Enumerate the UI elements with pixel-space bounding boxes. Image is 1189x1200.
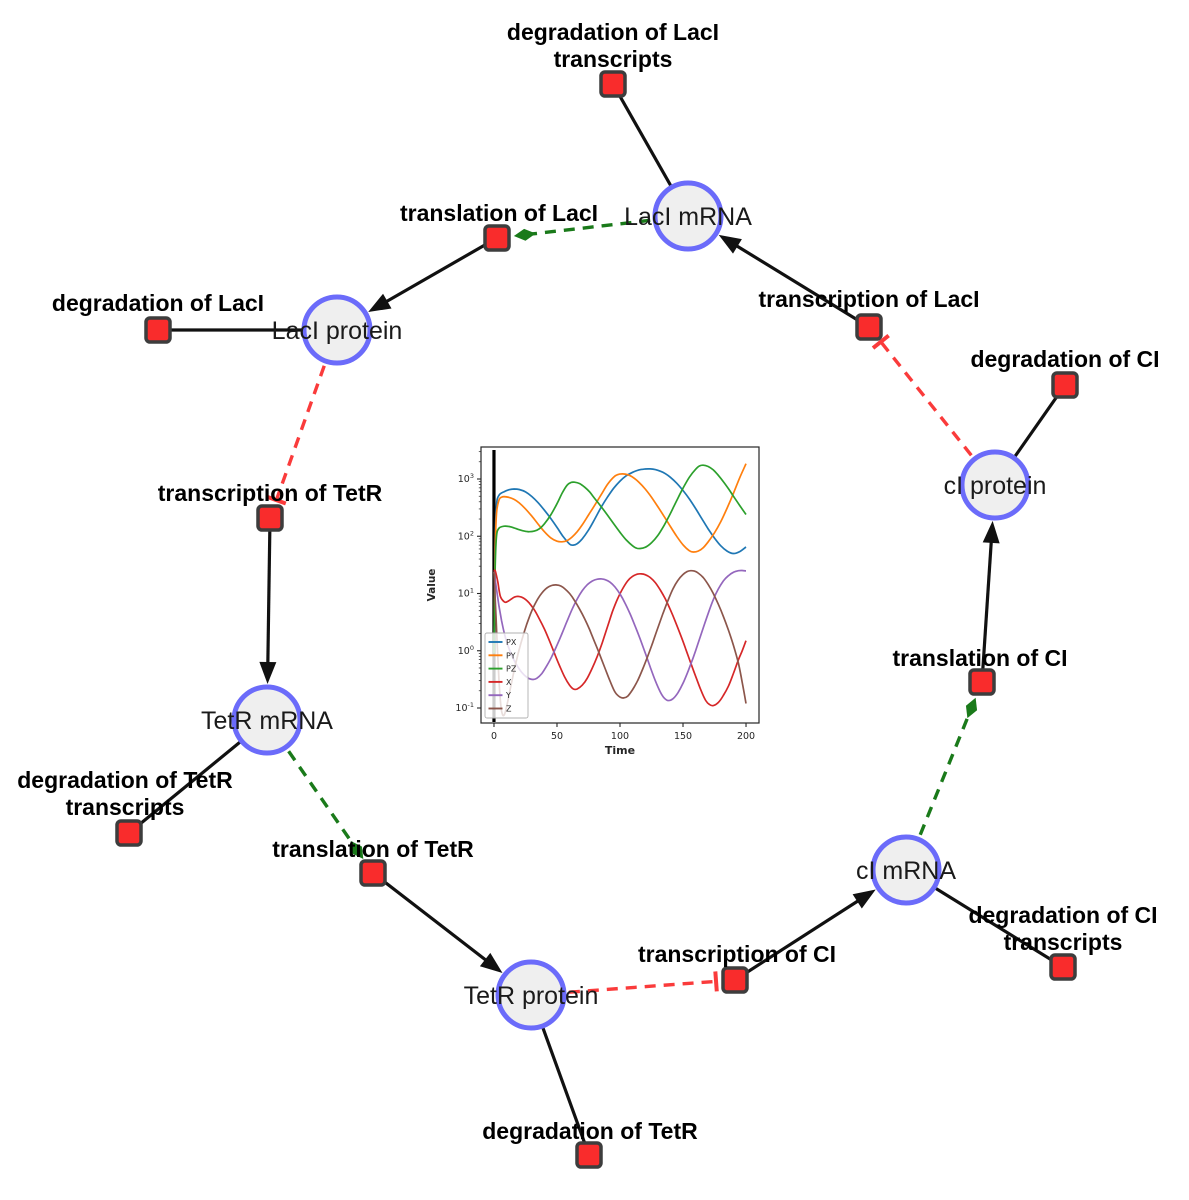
y-tick-label: 103: [458, 472, 474, 485]
y-tick-label: 10-1: [455, 701, 474, 714]
reaction-label-tx_tetr: transcription of TetR: [158, 480, 383, 506]
reaction-node-tx_ci[interactable]: [721, 966, 749, 994]
arrowhead-icon: [479, 952, 503, 973]
tbar-inhibition-icon: [266, 494, 287, 506]
reaction-label-tx_laci: transcription of LacI: [758, 286, 979, 312]
series-line-PX: [493, 467, 747, 654]
species-node-ci_protein[interactable]: [959, 449, 1031, 521]
species-node-tetr_protein[interactable]: [495, 959, 567, 1031]
x-tick-label: 150: [674, 731, 692, 742]
series-line-PY: [493, 463, 747, 654]
edge-tx_ci-ci_mrna: [734, 889, 876, 982]
reaction-label-deg_tetr_tx: degradation of TetR transcripts: [17, 767, 233, 820]
diamond-arrowhead-icon: [513, 228, 536, 241]
reaction-node-deg_laci[interactable]: [144, 316, 172, 344]
species-node-laci_protein[interactable]: [301, 294, 373, 366]
edge-laci_protein-tx_tetr: [266, 329, 339, 506]
arrowhead-icon: [718, 234, 742, 254]
species-label-tetr_protein: TetR protein: [464, 982, 599, 1010]
reaction-node-deg_tetr_tx[interactable]: [115, 819, 143, 847]
reaction-node-tl_tetr[interactable]: [359, 859, 387, 887]
tbar-inhibition-icon: [871, 334, 890, 350]
diamond-arrowhead-icon: [350, 840, 364, 860]
reaction-label-deg_laci_tx: degradation of LacI transcripts: [507, 19, 719, 72]
reaction-node-tx_tetr[interactable]: [256, 504, 284, 532]
legend-label: PY: [506, 651, 516, 660]
reaction-label-deg_laci: degradation of LacI: [52, 290, 264, 316]
arrowhead-icon: [259, 661, 277, 685]
reaction-label-tl_laci: translation of LacI: [400, 200, 598, 226]
diamond-arrowhead-icon: [965, 697, 978, 719]
legend-entry-Z: Z: [488, 705, 512, 714]
x-axis: 0 50 100 150 200: [491, 723, 755, 742]
species-label-laci_protein: LacI protein: [272, 317, 403, 345]
reaction-node-tx_laci[interactable]: [855, 313, 883, 341]
y-tick-label: 100: [458, 644, 474, 657]
x-axis-label: Time: [605, 744, 635, 757]
chart-background: [425, 437, 775, 767]
x-tick-label: 200: [737, 731, 755, 742]
species-label-tetr_mrna: TetR mRNA: [201, 707, 333, 735]
legend: PX PY PZ XYZ: [484, 632, 529, 719]
species-label-ci_mrna: cI mRNA: [856, 857, 956, 885]
reaction-label-tl_tetr: translation of TetR: [272, 836, 474, 862]
reaction-node-tl_ci[interactable]: [968, 668, 996, 696]
legend-label: PX: [506, 638, 517, 647]
reaction-label-deg_tetr: degradation of TetR: [482, 1118, 698, 1144]
reaction-node-deg_ci_tx[interactable]: [1049, 953, 1077, 981]
y-axis-label: Value: [426, 569, 438, 602]
reaction-node-deg_tetr[interactable]: [575, 1141, 603, 1169]
reaction-label-tl_ci: translation of CI: [892, 645, 1067, 671]
reaction-label-tx_ci: transcription of CI: [638, 941, 836, 967]
reaction-node-deg_laci_tx[interactable]: [599, 70, 627, 98]
legend-label: X: [506, 678, 512, 687]
species-label-laci_mrna: LacI mRNA: [624, 203, 752, 231]
legend-label: PZ: [506, 665, 517, 674]
species-node-laci_mrna[interactable]: [652, 180, 724, 252]
label-layer: degradation of LacI transcripts translatio…: [17, 19, 1159, 1144]
legend-label: Y: [505, 691, 511, 700]
reaction-label-deg_ci_tx: degradation of CI transcripts: [968, 902, 1157, 955]
species-node-tetr_mrna[interactable]: [231, 684, 303, 756]
legend-entry-PY: PY: [488, 651, 516, 660]
species-node-ci_mrna[interactable]: [870, 834, 942, 906]
tbar-inhibition-icon: [713, 971, 719, 992]
node-layer: [115, 70, 1079, 1169]
edge-tl_tetr-tetr_protein: [372, 871, 503, 973]
species-label-ci_protein: cI protein: [944, 472, 1047, 500]
legend-entry-PX: PX: [488, 638, 517, 647]
y-axis: 10-1 100 101 102 103: [455, 451, 481, 714]
legend-entry-PZ: PZ: [488, 665, 517, 674]
reaction-node-tl_laci[interactable]: [483, 224, 511, 252]
edge-ci_protein-tx_laci: [871, 334, 997, 487]
edge-tl_laci-laci_protein: [368, 236, 498, 313]
legend-label: Z: [506, 705, 512, 714]
arrowhead-icon: [852, 889, 876, 909]
arrowhead-icon: [982, 520, 1000, 544]
edge-tl_ci-ci_protein: [980, 520, 1000, 683]
legend-entry-Y: Y: [488, 691, 511, 700]
x-tick-label: 50: [551, 731, 563, 742]
timecourse-inset-chart: 0 50 100 150 20010-1100101102103TimeValuePXP…: [425, 437, 775, 767]
legend-entry-X: X: [488, 678, 512, 687]
reaction-node-deg_ci[interactable]: [1051, 371, 1079, 399]
x-tick-label: 100: [611, 731, 629, 742]
arrowhead-icon: [368, 293, 392, 313]
edge-tx_tetr-tetr_mrna: [259, 517, 277, 685]
y-tick-label: 101: [458, 587, 474, 600]
series-line-X: [493, 569, 747, 707]
x-tick-label: 0: [491, 731, 497, 742]
y-tick-label: 102: [458, 529, 474, 542]
reaction-label-deg_ci: degradation of CI: [970, 346, 1159, 372]
series-line-PZ: [493, 464, 747, 654]
edge-tx_laci-laci_mrna: [718, 234, 870, 329]
edge-tetr_protein-tx_ci: [530, 971, 719, 997]
